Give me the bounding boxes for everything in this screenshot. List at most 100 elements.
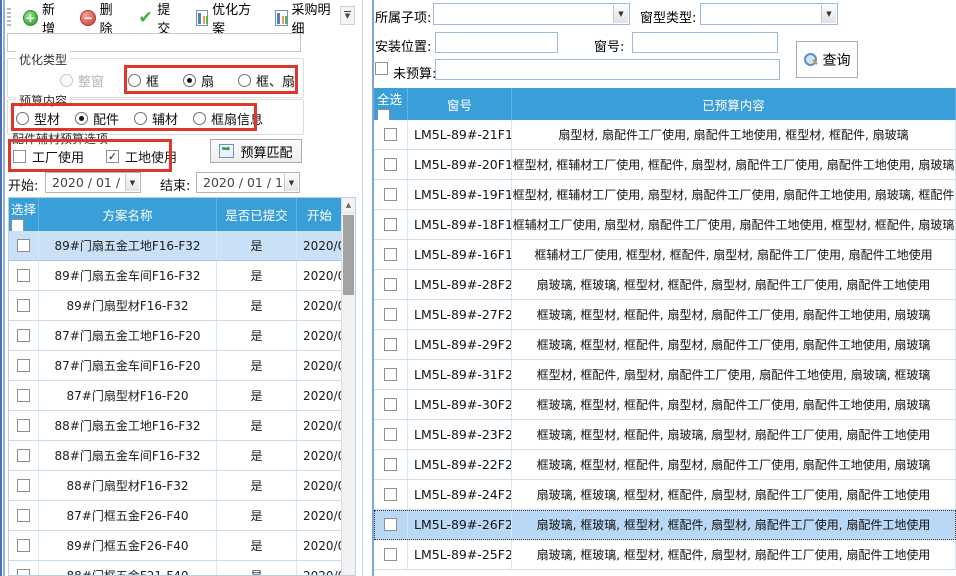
radio-icon[interactable] bbox=[183, 74, 197, 87]
row-checkbox[interactable] bbox=[17, 359, 30, 372]
row-select-cell[interactable] bbox=[9, 381, 39, 410]
table-row[interactable]: 88#门扇五金工地F16-F32 是 2020/0 bbox=[9, 411, 355, 441]
row-select-cell[interactable] bbox=[9, 501, 39, 530]
budget-content-option[interactable]: 型材 bbox=[16, 109, 60, 128]
row-select-cell[interactable] bbox=[374, 330, 408, 359]
chevron-down-icon[interactable]: ▼ bbox=[284, 174, 298, 191]
table-row[interactable]: 89#门扇五金车间F16-F32 是 2020/0 bbox=[9, 261, 355, 291]
row-select-cell[interactable] bbox=[374, 270, 408, 299]
chevron-down-icon[interactable]: ▼ bbox=[125, 174, 139, 191]
row-select-cell[interactable] bbox=[9, 291, 39, 320]
row-checkbox[interactable] bbox=[384, 338, 397, 351]
table-row[interactable]: 89#门框五金F26-F40 是 2020/0 bbox=[9, 531, 355, 561]
table-row[interactable]: 87#门扇型材F16-F20 是 2020/0 bbox=[9, 381, 355, 411]
table-row[interactable]: LM5L-89#-21F19 扇型材, 扇配件工厂使用, 扇配件工地使用, 框型材… bbox=[374, 120, 956, 150]
row-select-cell[interactable] bbox=[9, 411, 39, 440]
row-checkbox[interactable] bbox=[384, 278, 397, 291]
radio-icon[interactable] bbox=[128, 74, 142, 87]
table-row[interactable]: 87#门扇五金工地F16-F20 是 2020/0 bbox=[9, 321, 355, 351]
row-checkbox[interactable] bbox=[384, 368, 397, 381]
row-checkbox[interactable] bbox=[17, 539, 30, 552]
table-row[interactable]: LM5L-89#-23F21 框玻璃, 框型材, 框配件, 扇玻璃, 扇型材, 扇… bbox=[374, 420, 956, 450]
row-checkbox[interactable] bbox=[384, 518, 397, 531]
row-select-cell[interactable] bbox=[374, 450, 408, 479]
scrollbar-thumb[interactable] bbox=[343, 215, 354, 295]
optimize-type-option[interactable]: 扇 bbox=[183, 71, 214, 90]
checkbox-icon[interactable] bbox=[13, 150, 26, 163]
row-select-cell[interactable] bbox=[9, 231, 39, 260]
table-row[interactable]: 87#门扇五金车间F16-F20 是 2020/0 bbox=[9, 351, 355, 381]
table-row[interactable]: LM5L-89#-27F25 框玻璃, 框型材, 框配件, 扇型材, 扇配件工厂使… bbox=[374, 300, 956, 330]
row-checkbox[interactable] bbox=[17, 299, 30, 312]
row-select-cell[interactable] bbox=[374, 360, 408, 389]
radio-icon[interactable] bbox=[60, 74, 73, 87]
table-row[interactable]: 88#门扇五金车间F16-F32 是 2020/0 bbox=[9, 441, 355, 471]
table-row[interactable]: LM5L-89#-24F22 扇玻璃, 框玻璃, 框型材, 框配件, 扇型材, 扇… bbox=[374, 480, 956, 510]
row-select-cell[interactable] bbox=[9, 561, 39, 575]
row-checkbox[interactable] bbox=[384, 548, 397, 561]
row-checkbox[interactable] bbox=[384, 398, 397, 411]
radio-icon[interactable] bbox=[16, 112, 29, 125]
checkbox-icon[interactable] bbox=[106, 150, 120, 163]
row-select-cell[interactable] bbox=[374, 300, 408, 329]
row-select-cell[interactable] bbox=[374, 210, 408, 239]
row-select-cell[interactable] bbox=[9, 531, 39, 560]
row-checkbox[interactable] bbox=[384, 458, 397, 471]
table-row[interactable]: LM5L-89#-19F17 框型材, 框辅材工厂使用, 扇型材, 扇配件工厂使用… bbox=[374, 180, 956, 210]
table-row[interactable]: 88#门框五金F21-F40 是 2020/0 bbox=[9, 561, 355, 575]
row-select-cell[interactable] bbox=[374, 510, 408, 539]
end-date-picker[interactable]: 2020 / 01 / 13 ▼ bbox=[196, 172, 300, 193]
row-checkbox[interactable] bbox=[17, 269, 30, 282]
radio-icon[interactable] bbox=[134, 112, 148, 125]
radio-icon[interactable] bbox=[238, 74, 252, 87]
table-row[interactable]: LM5L-89#-25F23 扇玻璃, 框玻璃, 框型材, 框配件, 扇型材, 扇… bbox=[374, 540, 956, 570]
row-checkbox[interactable] bbox=[17, 419, 30, 432]
radio-icon[interactable] bbox=[193, 112, 207, 125]
row-checkbox[interactable] bbox=[384, 248, 397, 261]
row-checkbox[interactable] bbox=[17, 449, 30, 462]
row-checkbox[interactable] bbox=[17, 389, 30, 402]
table-row[interactable]: 88#门扇型材F16-F32 是 2020/0 bbox=[9, 471, 355, 501]
row-checkbox[interactable] bbox=[17, 569, 30, 575]
row-select-cell[interactable] bbox=[9, 471, 39, 500]
table-row[interactable]: LM5L-89#-29F27 框玻璃, 框型材, 框配件, 扇型材, 扇配件工厂使… bbox=[374, 330, 956, 360]
row-select-cell[interactable] bbox=[374, 240, 408, 269]
budget-match-button[interactable]: 预算匹配 bbox=[210, 139, 302, 163]
table-row[interactable]: LM5L-89#-16F15 框辅材工厂使用, 框型材, 框配件, 扇型材, 扇配… bbox=[374, 240, 956, 270]
row-checkbox[interactable] bbox=[384, 158, 397, 171]
table-row[interactable]: LM5L-89#-28F26 扇玻璃, 框玻璃, 框型材, 框配件, 扇型材, 扇… bbox=[374, 270, 956, 300]
table-row[interactable]: LM5L-89#-30F28 框玻璃, 框型材, 框配件, 扇型材, 扇配件工厂使… bbox=[374, 390, 956, 420]
budget-content-option[interactable]: 配件 bbox=[75, 109, 119, 128]
select-all-checkbox[interactable] bbox=[11, 219, 24, 231]
table-row[interactable]: LM5L-89#-22F20 框玻璃, 框型材, 框配件, 扇型材, 扇配件工厂使… bbox=[374, 450, 956, 480]
row-select-cell[interactable] bbox=[9, 441, 39, 470]
row-select-cell[interactable] bbox=[374, 420, 408, 449]
no-budget-input[interactable] bbox=[435, 59, 780, 80]
row-select-cell[interactable] bbox=[374, 540, 408, 569]
row-checkbox[interactable] bbox=[17, 509, 30, 522]
row-checkbox[interactable] bbox=[17, 239, 30, 252]
row-select-cell[interactable] bbox=[9, 351, 39, 380]
table-row[interactable]: LM5L-89#-26F24 扇玻璃, 框玻璃, 框型材, 框配件, 扇型材, 扇… bbox=[374, 510, 956, 540]
usage-option[interactable]: 工厂使用 bbox=[13, 147, 84, 166]
optimize-plan-button[interactable]: 优化方案 bbox=[192, 0, 265, 39]
table-row[interactable]: 87#门框五金F26-F40 是 2020/0 bbox=[9, 501, 355, 531]
scroll-up-icon[interactable]: ▲ bbox=[342, 198, 355, 213]
budget-content-option[interactable]: 辅材 bbox=[134, 109, 178, 128]
install-pos-input[interactable] bbox=[435, 32, 558, 53]
row-select-cell[interactable] bbox=[374, 150, 408, 179]
select-all-checkbox[interactable] bbox=[377, 109, 390, 120]
row-select-cell[interactable] bbox=[374, 180, 408, 209]
chevron-down-icon[interactable]: ▼ bbox=[821, 5, 836, 23]
row-select-cell[interactable] bbox=[374, 120, 408, 149]
optimize-type-option[interactable]: 框 bbox=[128, 71, 159, 90]
sub-item-select[interactable]: ▼ bbox=[433, 3, 630, 25]
radio-icon[interactable] bbox=[75, 112, 89, 125]
row-select-cell[interactable] bbox=[374, 480, 408, 509]
query-button[interactable]: 查询 bbox=[796, 41, 858, 78]
row-checkbox[interactable] bbox=[384, 488, 397, 501]
toolbar-grip[interactable] bbox=[7, 8, 11, 28]
table-row[interactable]: LM5L-89#-18F16 框辅材工厂使用, 扇型材, 扇配件工厂使用, 扇配件… bbox=[374, 210, 956, 240]
no-budget-checkbox[interactable] bbox=[375, 62, 388, 75]
plan-name-input[interactable] bbox=[7, 33, 301, 52]
